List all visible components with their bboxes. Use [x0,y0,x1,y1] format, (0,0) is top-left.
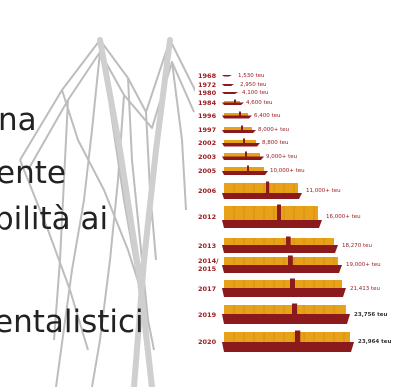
ship-containers [224,305,346,314]
ship-year-label: 2019 [198,310,217,319]
ship-hull [222,265,342,273]
ship-hull [222,288,346,297]
ship-year-label: 2013 [198,241,217,250]
slide-text-line-1: na [0,102,37,138]
ship-teu-label: 16,000+ teu [326,214,361,220]
ship-containers [224,332,350,342]
ship-hull [222,102,244,105]
ship-3 [196,99,244,105]
ship-teu-label: 9,000+ teu [266,153,298,160]
ship-year-label: 2017 [198,284,217,293]
ship-teu-label: 18,270 teu [342,242,373,249]
ship-containers [224,206,318,220]
ship-teu-label: 2,950 teu [240,82,267,88]
ship-1 [196,82,234,86]
slide-text-line-4: entalistici [0,304,144,340]
ship-teu-label: 10,000+ teu [270,168,305,174]
ship-hull [222,342,354,352]
ship-teu-label: 6,400 teu [254,112,281,119]
ship-year-label: 2005 [198,167,217,175]
ship-year-label: 2014/2015 [198,257,219,273]
slide-text-line-3: bilità ai [0,201,109,237]
ship-teu-label: 4,600 teu [246,100,273,106]
ship-6 [196,138,260,147]
ship-teu-label: 8,000+ teu [258,127,290,133]
ship-teu-label: 21,413 teu [350,285,381,292]
ship-hull [222,171,268,175]
ship-hull [222,84,234,86]
ship-containers [224,140,256,143]
ship-hull [222,92,238,94]
ship-containers [224,257,338,265]
ship-year-label: 1968 [198,71,217,80]
ship-hull [222,193,302,199]
ship-year-label: 1980 [198,89,217,97]
ship-year-label: 2002 [198,139,217,148]
ship-0 [196,73,232,77]
ship-year-label: 2020 [198,338,217,346]
ship-9 [196,181,302,199]
ship-15 [196,330,354,352]
ship-hull [222,130,256,133]
ship-teu-label: 23,964 teu [358,339,392,345]
ship-year-label: 1984 [198,99,217,107]
ship-teu-label: 8,800 teu [262,140,289,147]
ship-teu-label: 1,530 teu [238,72,265,79]
ship-2 [196,90,238,94]
ship-teu-label: 4,100 teu [242,90,269,96]
ship-teu-label: 23,756 teu [354,311,388,318]
ship-14 [196,303,350,324]
ship-hull [222,156,264,160]
ship-containers [224,238,334,245]
ship-12 [196,255,342,273]
ship-year-label: 1996 [198,111,217,120]
ship-8 [196,165,268,175]
ship-5 [196,125,256,133]
ship-year-label: 1997 [198,126,217,134]
ship-year-label: 2003 [198,152,217,161]
ship-containers [224,127,252,130]
ship-containers [224,113,248,116]
ship-hull [222,143,260,147]
ship-10 [196,204,322,228]
ship-hull [222,314,350,324]
ship-containers [224,167,264,171]
ship-hull [222,220,322,228]
ship-hull [222,115,252,119]
ship-year-label: 2012 [198,213,217,221]
ship-hull [222,245,338,253]
ship-4 [196,111,252,119]
ship-containers [224,280,342,288]
ship-7 [196,151,264,160]
ship-hull [222,75,232,77]
ship-11 [196,236,338,253]
ship-containers [224,153,260,157]
ship-containers [224,101,240,103]
ship-containers [224,183,298,193]
ship-year-label: 2006 [198,187,217,195]
ship-teu-label: 19,000+ teu [346,262,381,268]
ship-year-label: 1972 [198,81,217,89]
slide-text-line-2: ente [0,155,66,191]
ship-13 [196,278,346,297]
ship-teu-label: 11,000+ teu [306,188,341,194]
